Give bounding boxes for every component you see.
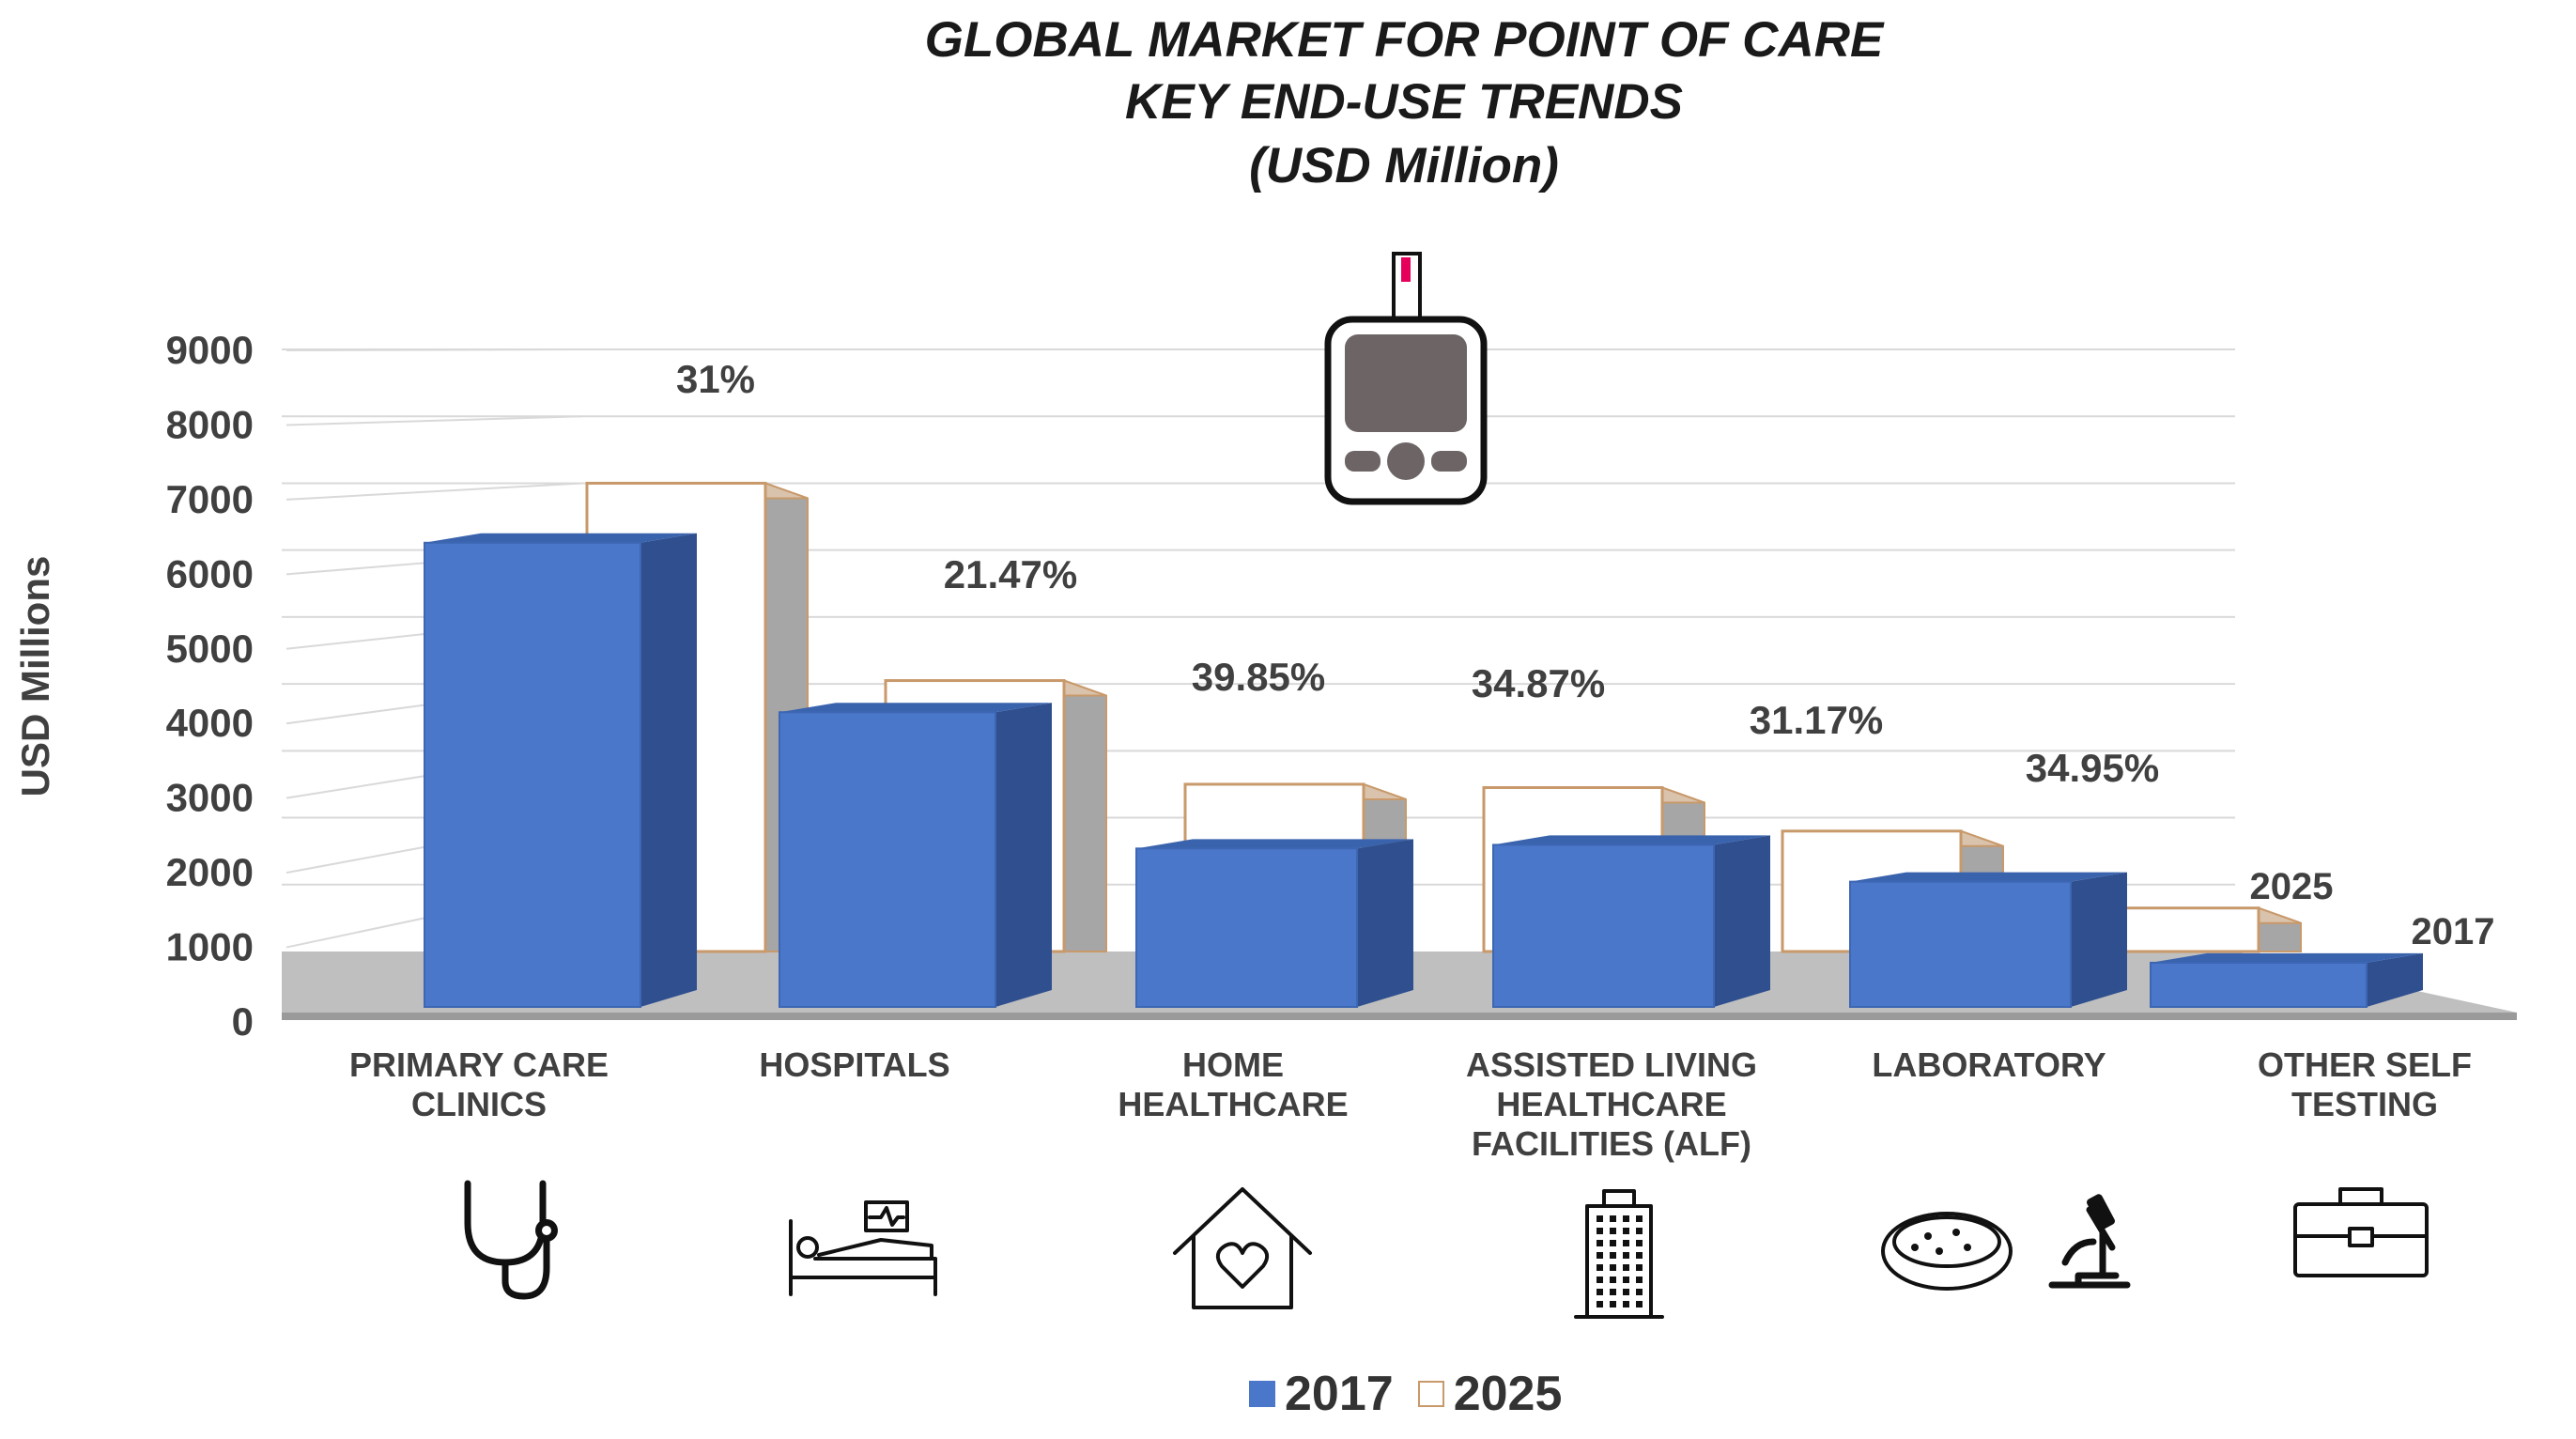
petri-dish-microscope-icon <box>1881 1194 2131 1291</box>
growth-label: 21.47% <box>944 552 1077 596</box>
chart-title-line1: GLOBAL MARKET FOR POINT OF CARE <box>924 12 1884 68</box>
growth-label: 31% <box>676 357 755 401</box>
x-tick-label: OTHER SELF <box>2258 1045 2472 1084</box>
x-tick-label: LABORATORY <box>1872 1045 2106 1084</box>
bar-2017 <box>424 533 697 1008</box>
glucose-meter-icon <box>1324 252 1488 505</box>
bar-2017-top <box>779 703 1052 713</box>
x-tick-label: ASSISTED LIVING <box>1466 1045 1757 1084</box>
y-tick-label: 2000 <box>166 850 254 894</box>
bar-2017-side <box>995 703 1052 1007</box>
x-tick-label: PRIMARY CARE <box>349 1045 609 1084</box>
annotation-2017: 2017 <box>2412 911 2495 952</box>
bar-2017-side <box>1357 839 1413 1007</box>
legend-swatch-2025 <box>1417 1381 1444 1407</box>
chart-title-line2: KEY END-USE TRENDS <box>1125 74 1683 130</box>
x-tick-label: HEALTHCARE <box>1496 1085 1726 1123</box>
medical-case-icon <box>2293 1187 2429 1277</box>
x-tick-label: FACILITIES (ALF) <box>1472 1124 1751 1163</box>
bar-2017-front <box>424 541 641 1008</box>
bar-2017 <box>1135 839 1413 1008</box>
bar-2017-top <box>1493 835 1770 845</box>
y-tick-label: 0 <box>232 999 254 1044</box>
chart-title-line3: (USD Million) <box>1249 138 1559 193</box>
gridline-perspective <box>285 482 583 501</box>
y-tick-label: 5000 <box>166 627 254 671</box>
bar-2017 <box>779 703 1052 1008</box>
bar-2017 <box>2150 952 2423 1009</box>
bar-2017-side <box>2071 872 2127 1007</box>
bar-2017-front <box>779 711 996 1008</box>
bar-2025-side <box>1063 679 1107 952</box>
bar-2017-top <box>2151 952 2423 963</box>
y-axis-label: USD Millions <box>13 556 57 797</box>
hospital-bed-icon <box>789 1200 937 1296</box>
x-tick-label: TESTING <box>2291 1085 2438 1123</box>
bar-2017-front <box>1492 843 1715 1009</box>
gridline-perspective <box>285 415 583 426</box>
annotation-2025: 2025 <box>2250 866 2334 907</box>
y-tick-label: 6000 <box>166 551 254 596</box>
gridline-perspective <box>285 348 583 351</box>
stethoscope-icon <box>464 1180 558 1300</box>
growth-label: 34.95% <box>2026 746 2159 790</box>
y-tick-label: 1000 <box>166 925 254 969</box>
chart-floor-edge <box>282 1013 2517 1020</box>
bar-2017-top <box>424 533 697 543</box>
y-tick-label: 4000 <box>166 701 254 745</box>
bar-2017-side <box>2367 952 2423 1007</box>
growth-label: 39.85% <box>1192 655 1325 699</box>
x-tick-label: CLINICS <box>411 1085 547 1123</box>
legend-swatch-2017 <box>1249 1381 1275 1407</box>
legend-label-2025: 2025 <box>1453 1367 1563 1421</box>
bar-2017-top <box>1136 839 1413 849</box>
x-tick-label: HOME <box>1182 1045 1284 1084</box>
bar-2017-front <box>2150 961 2368 1009</box>
x-tick-label: HOSPITALS <box>759 1045 949 1084</box>
growth-label: 34.87% <box>1472 661 1605 705</box>
building-icon <box>1574 1189 1664 1319</box>
legend: 2017 2025 <box>1249 1364 1586 1424</box>
bar-2017 <box>1492 835 1770 1009</box>
bar-2017-top <box>1850 872 2127 882</box>
bar-2017-front <box>1135 847 1358 1008</box>
y-tick-label: 8000 <box>166 402 254 446</box>
bar-2017-front <box>1849 880 2072 1009</box>
bar-2017 <box>1849 872 2127 1009</box>
y-tick-label: 9000 <box>166 328 254 372</box>
meter-screen <box>1345 334 1467 432</box>
home-heart-icon <box>1173 1187 1312 1309</box>
y-tick-label: 7000 <box>166 477 254 521</box>
x-tick-label: HEALTHCARE <box>1118 1085 1348 1123</box>
bar-2017-side <box>640 533 697 1007</box>
legend-label-2017: 2017 <box>1285 1367 1394 1421</box>
y-tick-label: 3000 <box>166 776 254 820</box>
growth-label: 31.17% <box>1750 698 1883 742</box>
bar-2017-side <box>1714 835 1770 1007</box>
